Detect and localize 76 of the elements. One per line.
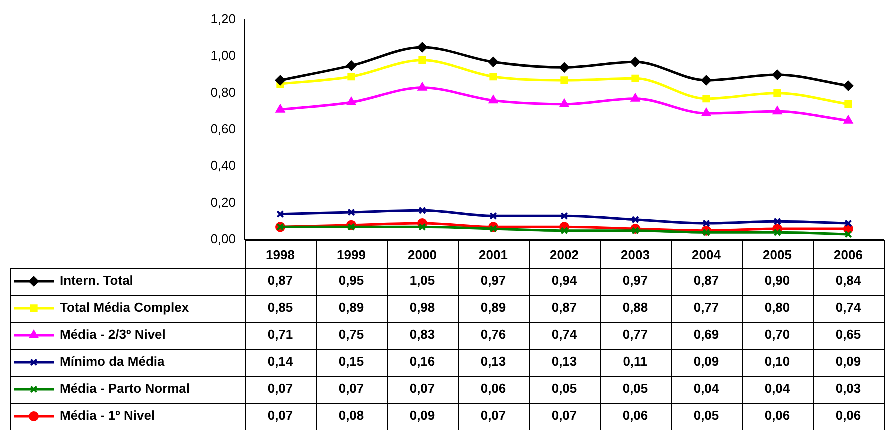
data-label: 0,97: [480, 273, 506, 288]
y-tick-label: 0,20: [210, 194, 236, 210]
data-label: 0,98: [410, 300, 436, 316]
legend-label: Mínimo da Média: [60, 354, 166, 370]
data-label: 0,87: [268, 273, 294, 288]
data-label: 0,16: [410, 354, 436, 370]
data-label: 0,76: [480, 327, 506, 342]
data-label: 0,13: [552, 354, 578, 370]
y-tick-label: 1,00: [210, 48, 236, 64]
data-label: 0,89: [480, 300, 506, 316]
data-label: 0,65: [836, 327, 862, 342]
data-label: 0,08: [338, 408, 364, 424]
data-label: 0,09: [836, 354, 862, 370]
data-label: 1,05: [410, 273, 436, 288]
data-label: 0,84: [836, 273, 862, 288]
data-label: 0,05: [552, 381, 578, 396]
x-tick-label: 2005: [763, 247, 792, 262]
data-label: 0,03: [836, 381, 862, 396]
legend-label: Total Média Complex: [60, 300, 190, 316]
legend-label: Média - Parto Normal: [60, 381, 190, 396]
data-label: 0,89: [338, 300, 364, 316]
data-label: 0,70: [764, 327, 790, 342]
data-label: 0,83: [410, 327, 436, 342]
x-tick-label: 2002: [550, 247, 579, 262]
data-label: 0,95: [338, 273, 364, 288]
y-tick-label: 0,00: [210, 232, 236, 247]
data-label: 0,94: [552, 273, 578, 288]
data-label: 0,06: [836, 408, 862, 424]
data-label: 0,05: [694, 408, 720, 424]
data-label: 0,05: [622, 381, 648, 396]
data-label: 0,87: [694, 273, 720, 288]
legend-label: Intern. Total: [60, 273, 134, 288]
x-tick-label: 2000: [408, 247, 437, 262]
y-tick-label: 0,40: [210, 158, 236, 174]
data-label: 0,85: [268, 300, 294, 316]
data-label: 0,77: [694, 300, 720, 316]
data-label: 0,80: [764, 300, 790, 316]
x-tick-label: 2001: [479, 247, 508, 262]
x-tick-label: 1999: [337, 247, 366, 262]
data-label: 0,90: [764, 273, 790, 288]
legend-label: Média - 2/3º Nivel: [60, 327, 166, 342]
data-label: 0,07: [410, 381, 436, 396]
data-label: 0,07: [480, 408, 506, 424]
data-label: 0,77: [622, 327, 648, 342]
data-label: 0,06: [764, 408, 790, 424]
data-label: 0,69: [694, 327, 720, 342]
data-label: 0,75: [338, 327, 364, 342]
data-label: 0,04: [764, 381, 791, 396]
x-tick-label: 1998: [266, 247, 295, 262]
data-label: 0,07: [338, 381, 364, 396]
data-label: 0,15: [338, 354, 364, 370]
data-label: 0,06: [622, 408, 648, 424]
data-label: 0,74: [552, 327, 578, 342]
data-label: 0,04: [694, 381, 720, 396]
data-label: 0,07: [552, 408, 578, 424]
x-tick-label: 2003: [621, 247, 650, 262]
data-label: 0,10: [764, 354, 790, 370]
y-tick-label: 0,60: [210, 122, 236, 137]
data-label: 0,87: [552, 300, 578, 316]
x-tick-label: 2006: [834, 247, 863, 262]
data-label: 0,07: [268, 381, 294, 396]
data-label: 0,07: [268, 408, 294, 424]
data-label: 0,09: [694, 354, 720, 370]
data-label: 0,09: [410, 408, 436, 424]
y-tick-label: 0,80: [210, 84, 236, 100]
x-tick-label: 2004: [692, 247, 722, 262]
data-label: 0,88: [622, 300, 648, 316]
data-label: 0,97: [622, 273, 648, 288]
data-label: 0,11: [623, 354, 648, 370]
data-label: 0,74: [836, 300, 862, 316]
legend-label: Média - 1º Nivel: [60, 408, 156, 424]
y-tick-label: 1,20: [210, 12, 236, 27]
data-label: 0,06: [480, 381, 506, 396]
data-label: 0,14: [268, 354, 294, 370]
data-label: 0,71: [268, 327, 294, 342]
data-label: 0,13: [480, 354, 506, 370]
